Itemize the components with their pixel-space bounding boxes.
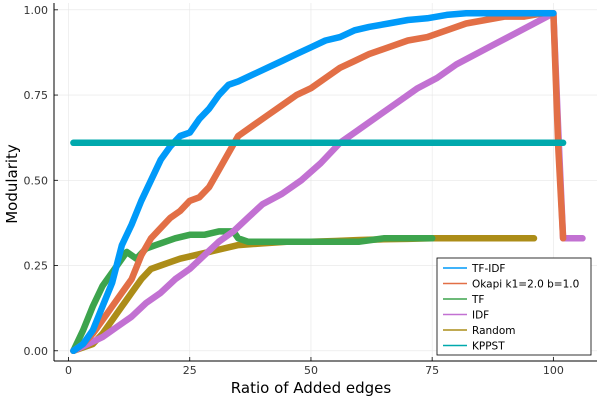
y-tick-label: 0.25 [24, 260, 49, 273]
x-tick-label: 0 [65, 364, 72, 377]
series-line-tf [70, 228, 436, 355]
series-line-tf-idf [70, 9, 557, 355]
legend-box [436, 257, 592, 356]
x-tick-label: 75 [425, 364, 439, 377]
grid [54, 3, 597, 361]
legend-label: TF-IDF [471, 263, 505, 275]
ticks: 0 25 50 75 100 0.00 0.25 0.50 0.75 1.00 [24, 4, 564, 377]
legend: TF-IDF Okapi k1=2.0 b=1.0 TF IDF Random KPPST [436, 257, 592, 356]
series-line-okapi-k1-2-0-b-1-0 [70, 9, 567, 355]
series-layer [70, 9, 586, 355]
legend-label: Random [472, 325, 515, 337]
y-tick-label: 0.50 [24, 174, 49, 187]
y-tick-label: 0.00 [24, 345, 49, 358]
legend-label: Okapi k1=2.0 b=1.0 [472, 279, 579, 291]
x-tick-label: 25 [183, 364, 197, 377]
x-tick-label: 50 [304, 364, 318, 377]
x-tick-label: 100 [543, 364, 564, 377]
series-line-idf [70, 9, 586, 355]
axes [53, 3, 597, 362]
legend-label: TF [471, 294, 484, 306]
y-axis-label: Modularity [3, 144, 21, 224]
legend-label: IDF [472, 310, 489, 322]
x-axis-label: Ratio of Added edges [231, 379, 392, 397]
y-tick-label: 1.00 [24, 4, 49, 17]
legend-label: KPPST [472, 341, 505, 353]
y-tick-label: 0.75 [24, 89, 49, 102]
